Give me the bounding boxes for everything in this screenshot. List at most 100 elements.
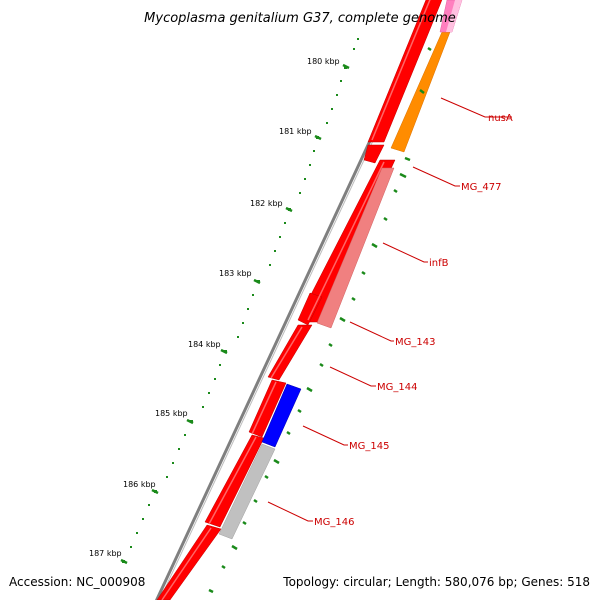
scale-tick (342, 63, 350, 70)
gene-infB-block (316, 167, 395, 329)
scale-tick-dashes (120, 63, 350, 565)
gc-dot (136, 532, 138, 534)
gc-dash (208, 588, 214, 594)
gc-dot (247, 308, 249, 310)
gc-dot (336, 94, 338, 96)
gc-dot (130, 546, 132, 548)
gene-MG_146-block (218, 443, 276, 540)
gc-dash (399, 172, 407, 179)
gc-dot (172, 462, 174, 464)
gc-dash (253, 498, 258, 504)
gc-dash (242, 520, 247, 526)
gc-dot (219, 364, 221, 366)
label-leader-line (382, 242, 428, 263)
scale-label-181: 181 kbp (279, 127, 312, 136)
gene-label-MG_144: MG_144 (377, 382, 417, 393)
gc-dot (357, 38, 359, 40)
gc-dot (166, 476, 168, 478)
scale-label-183: 183 kbp (219, 269, 252, 278)
gc-dash (427, 46, 432, 52)
gc-dot (326, 122, 328, 124)
gc-dot (237, 336, 239, 338)
gc-dash (306, 386, 313, 393)
scale-labels: 180 kbp 181 kbp 182 kbp 183 kbp 184 kbp … (89, 57, 340, 558)
genome-summary-text: Topology: circular; Length: 580,076 bp; … (282, 575, 590, 589)
gene-label-MG_143: MG_143 (395, 337, 435, 348)
gene-labels: nusA MG_477 infB MG_143 MG_144 MG_145 MG… (314, 113, 513, 528)
gene-label-infB: infB (429, 258, 449, 269)
gc-dash (419, 89, 425, 94)
gc-dash (339, 316, 346, 323)
gene-MG_145-block (261, 383, 302, 448)
gc-dot (274, 250, 276, 252)
label-leader-line (440, 97, 512, 118)
gc-dash (286, 430, 291, 436)
gene-block (363, 144, 385, 164)
gc-dot (340, 80, 342, 82)
inner-gene-track (218, 0, 463, 540)
label-leader-line (412, 166, 460, 187)
gc-dash (273, 458, 280, 465)
gc-dash (328, 342, 333, 348)
label-leader-line (267, 501, 313, 522)
gene-block (248, 379, 287, 438)
gc-dot (284, 222, 286, 224)
gc-dash (319, 362, 324, 368)
gene-label-MG_477: MG_477 (461, 182, 501, 193)
gc-dot (252, 294, 254, 296)
accession-text: Accession: NC_000908 (9, 575, 145, 589)
gene-label-nusA: nusA (488, 113, 513, 124)
gc-dash (231, 544, 238, 551)
gc-dot (309, 164, 311, 166)
gene-block (156, 524, 222, 600)
scale-tick (220, 348, 228, 355)
scale-label-187: 187 kbp (89, 549, 122, 558)
gc-dash (297, 408, 302, 414)
gc-dash (383, 216, 388, 222)
label-leader-line (329, 366, 376, 387)
gc-dash (361, 270, 366, 276)
scale-tick (120, 558, 128, 565)
gc-dash (221, 564, 226, 570)
gc-dash (371, 242, 378, 249)
gene-highlight (307, 161, 385, 321)
scale-tick (285, 206, 293, 213)
scale-tick (151, 488, 159, 495)
gene-highlight (208, 436, 257, 525)
gene-highlight (371, 0, 431, 141)
gc-dot (202, 406, 204, 408)
gc-dash (393, 188, 398, 194)
scale-label-182: 182 kbp (250, 199, 283, 208)
gc-dot (353, 48, 355, 50)
forward-gene-highlights (161, 0, 431, 600)
label-leader-line (302, 425, 348, 446)
gc-dot (269, 264, 271, 266)
gc-dot (178, 448, 180, 450)
scale-tick (186, 418, 194, 425)
gene-highlight (161, 527, 212, 600)
gc-dot (304, 178, 306, 180)
gene-label-MG_146: MG_146 (314, 517, 354, 528)
map-title: Mycoplasma genitalium G37, complete geno… (144, 11, 456, 26)
gc-dash (351, 296, 356, 302)
gc-dot (148, 504, 150, 506)
scale-label-184: 184 kbp (188, 340, 221, 349)
scale-label-186: 186 kbp (123, 480, 156, 489)
label-leader-line (349, 321, 394, 342)
gc-dot (142, 518, 144, 520)
gc-dot (331, 108, 333, 110)
gc-dot (208, 392, 210, 394)
scale-tick (314, 134, 322, 141)
gc-dot (214, 378, 216, 380)
gene-label-MG_145: MG_145 (349, 441, 389, 452)
gc-dash (404, 156, 411, 162)
gc-dot (279, 236, 281, 238)
gc-dot (242, 322, 244, 324)
forward-gene-track (156, 0, 443, 600)
scale-label-185: 185 kbp (155, 409, 188, 418)
gc-dash-track-inner (208, 46, 432, 594)
gc-dot (313, 150, 315, 152)
scale-tick (253, 278, 261, 285)
